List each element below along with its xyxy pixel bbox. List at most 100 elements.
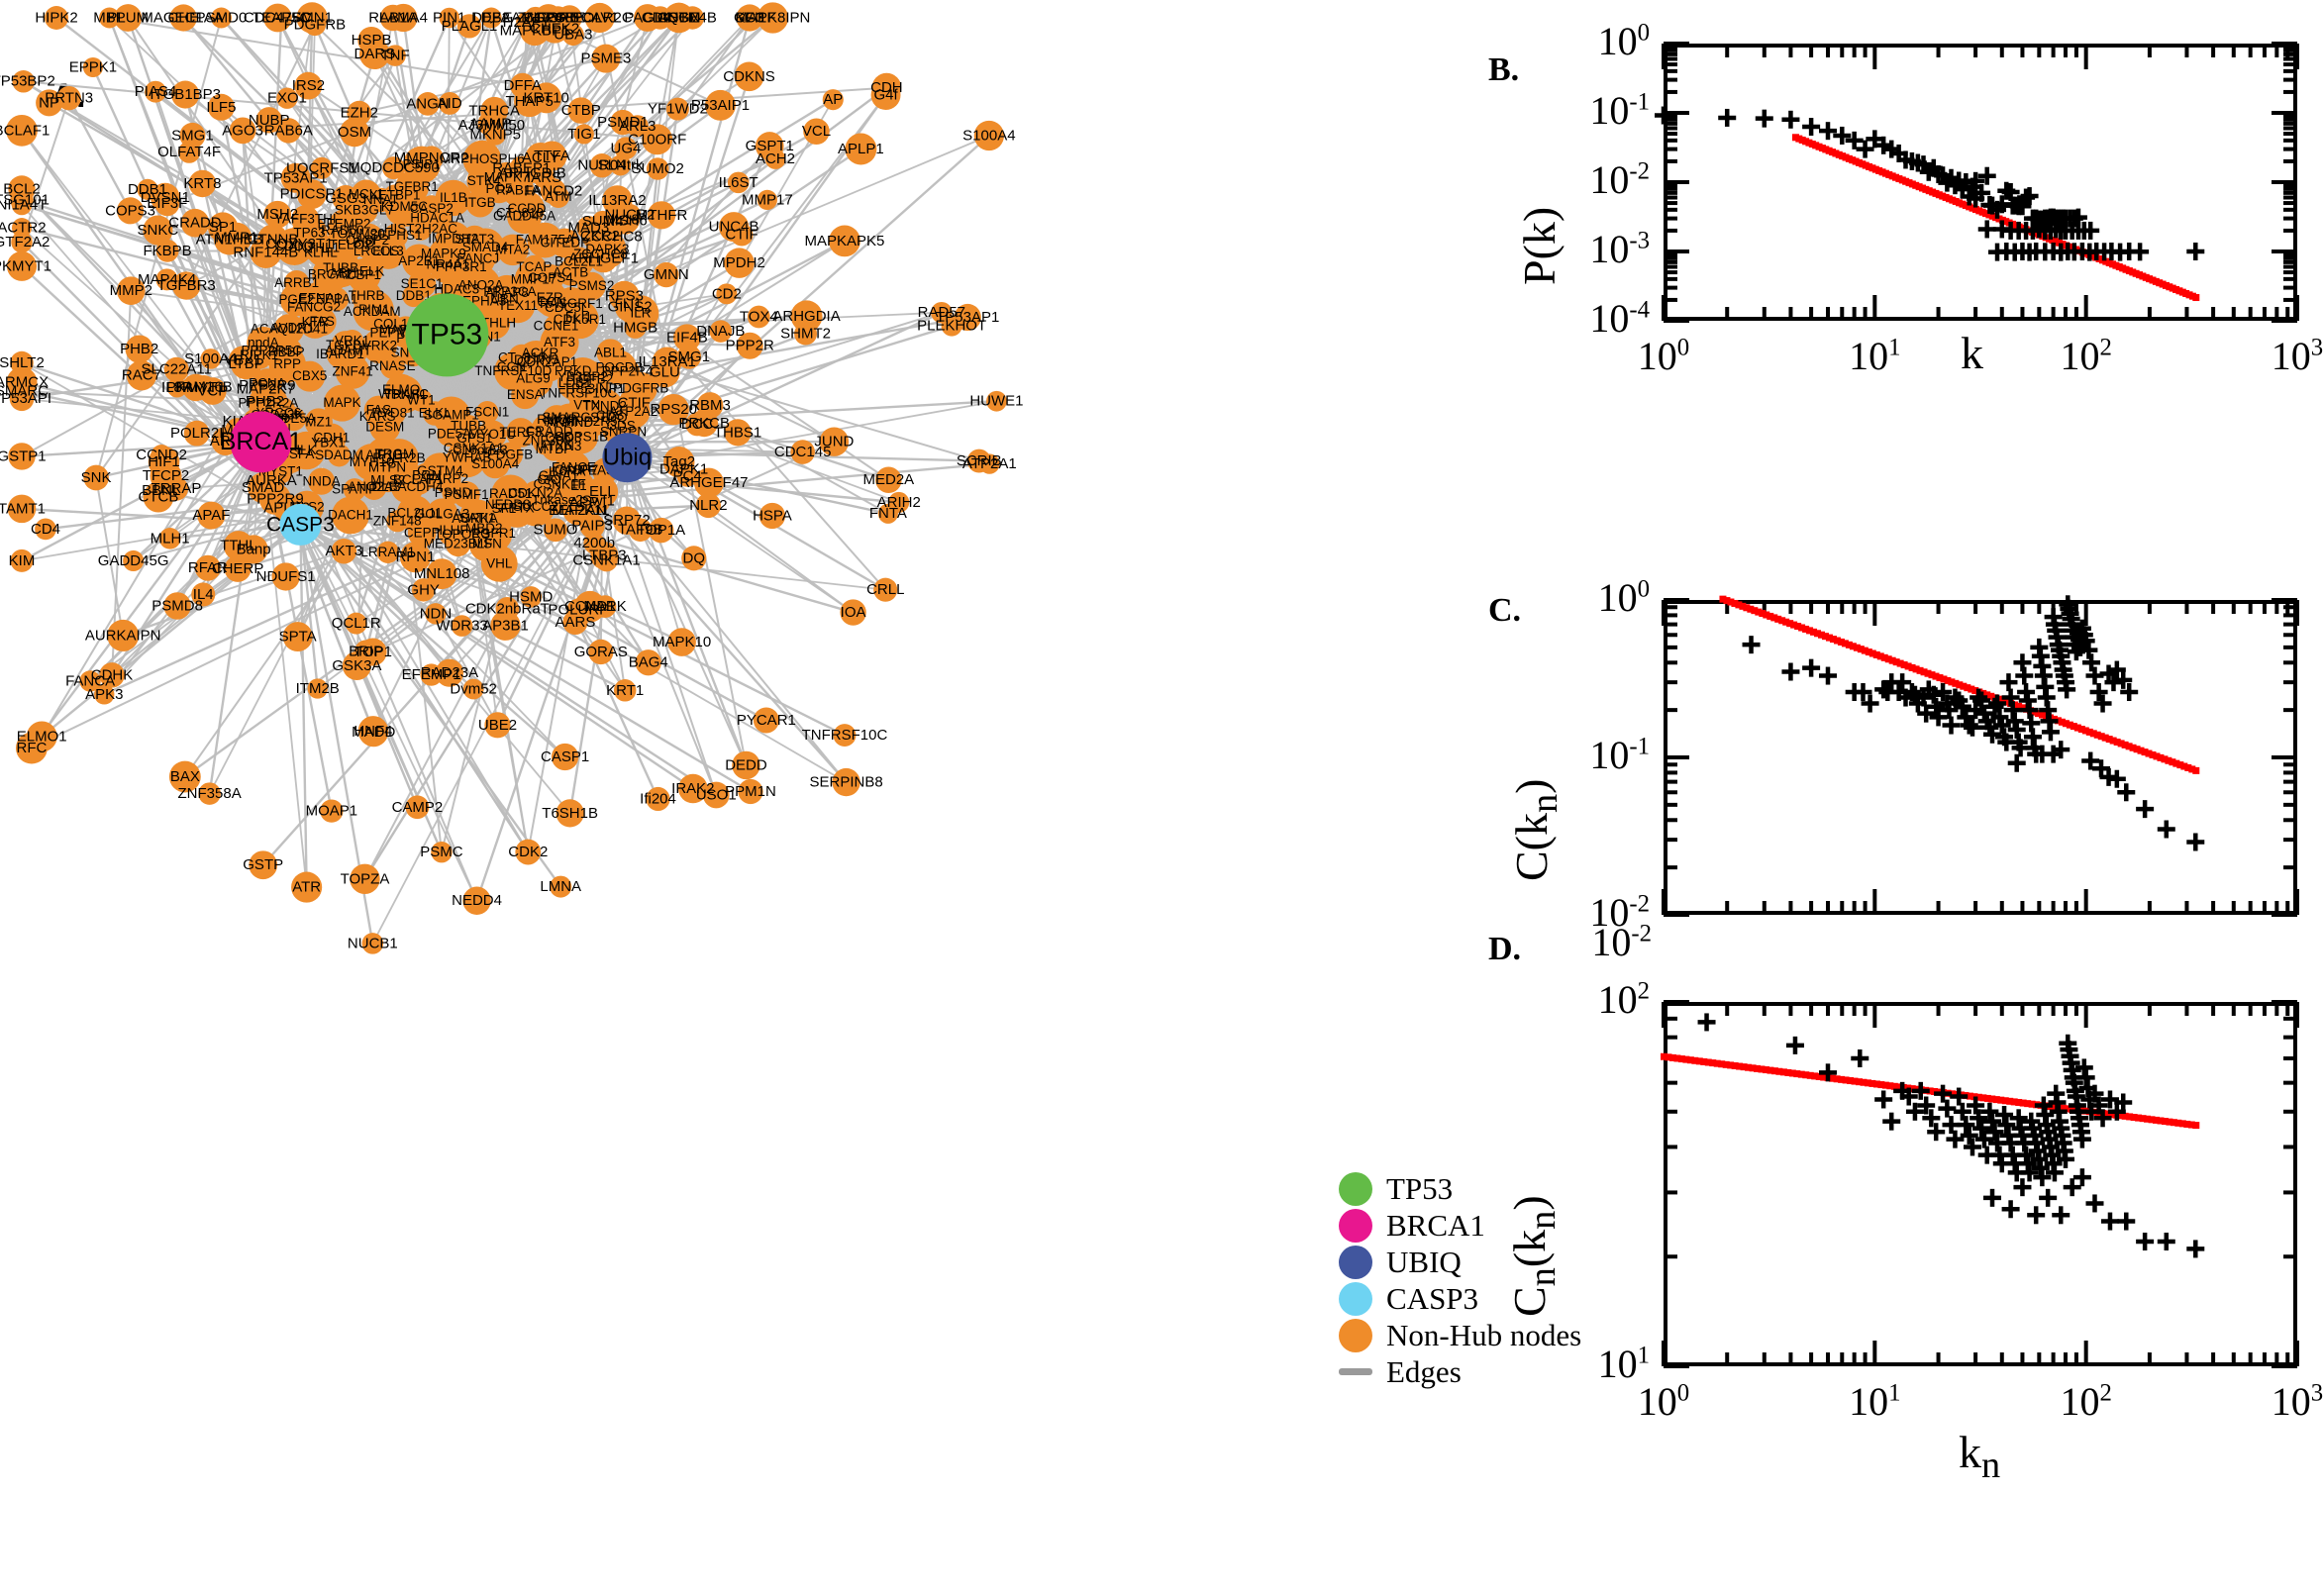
network-node[interactable] — [382, 156, 405, 180]
network-node[interactable] — [117, 197, 145, 225]
network-node[interactable] — [648, 517, 674, 544]
network-node[interactable] — [191, 582, 216, 607]
network-node[interactable] — [578, 373, 610, 405]
network-node[interactable] — [183, 420, 210, 447]
network-node[interactable] — [198, 782, 221, 805]
network-node[interactable] — [36, 89, 63, 117]
network-node[interactable] — [332, 496, 369, 535]
network-node[interactable] — [510, 72, 536, 99]
network-node[interactable] — [7, 494, 37, 524]
hub-node-ubiq[interactable] — [602, 433, 653, 483]
network-node[interactable] — [363, 395, 394, 426]
network-node[interactable] — [416, 92, 440, 116]
network-node[interactable] — [158, 527, 181, 549]
network-node[interactable] — [10, 549, 34, 572]
network-node[interactable] — [520, 586, 543, 608]
network-node[interactable] — [870, 80, 901, 110]
network-node[interactable] — [357, 26, 385, 54]
network-node[interactable] — [716, 283, 738, 305]
network-node[interactable] — [705, 89, 736, 121]
network-node[interactable] — [307, 678, 328, 699]
network-node[interactable] — [544, 518, 567, 543]
network-node[interactable] — [179, 122, 206, 149]
network-node[interactable] — [56, 85, 81, 111]
network-node[interactable] — [224, 555, 252, 582]
network-node[interactable] — [323, 384, 360, 422]
network-node[interactable] — [584, 2, 615, 34]
hub-node-casp3[interactable] — [279, 503, 322, 546]
network-node[interactable] — [673, 324, 701, 351]
network-node[interactable] — [163, 592, 191, 620]
network-node[interactable] — [425, 603, 447, 625]
network-node[interactable] — [610, 154, 632, 176]
network-node[interactable] — [308, 467, 336, 495]
network-node[interactable] — [612, 506, 642, 535]
network-node[interactable] — [255, 107, 282, 134]
network-node[interactable] — [494, 351, 533, 391]
network-node[interactable] — [456, 414, 480, 438]
network-node[interactable] — [409, 218, 433, 241]
network-node[interactable] — [475, 401, 499, 424]
network-node[interactable] — [832, 767, 860, 797]
network-node[interactable] — [263, 200, 292, 229]
network-node[interactable] — [755, 132, 784, 160]
network-node[interactable] — [531, 82, 562, 114]
network-node[interactable] — [253, 372, 280, 399]
network-node[interactable] — [431, 842, 453, 863]
network-node[interactable] — [573, 124, 594, 145]
network-node[interactable] — [480, 7, 502, 29]
network-node[interactable] — [270, 7, 292, 29]
network-node[interactable] — [663, 2, 695, 34]
network-node[interactable] — [180, 208, 210, 238]
network-node[interactable] — [358, 638, 387, 666]
network-node[interactable] — [361, 329, 397, 364]
network-node[interactable] — [426, 558, 457, 590]
network-node[interactable] — [402, 146, 441, 184]
network-node[interactable] — [702, 781, 730, 809]
network-node[interactable] — [79, 670, 101, 692]
network-node[interactable] — [709, 320, 733, 343]
network-node[interactable] — [6, 250, 38, 281]
network-node[interactable] — [562, 610, 588, 636]
network-node[interactable] — [736, 332, 763, 359]
network-node[interactable] — [803, 118, 830, 145]
network-node[interactable] — [678, 773, 708, 804]
network-node[interactable] — [155, 239, 179, 262]
network-node[interactable] — [497, 234, 529, 266]
network-node[interactable] — [614, 137, 638, 160]
network-node[interactable] — [361, 933, 384, 954]
network-node[interactable] — [249, 850, 278, 880]
network-node[interactable] — [497, 442, 524, 468]
network-node[interactable] — [657, 393, 689, 426]
network-node[interactable] — [409, 388, 433, 412]
network-node[interactable] — [507, 199, 543, 235]
network-node[interactable] — [567, 97, 595, 124]
network-node[interactable] — [551, 743, 579, 771]
network-node[interactable] — [188, 169, 217, 198]
network-node[interactable] — [685, 412, 709, 437]
network-node[interactable] — [83, 464, 109, 491]
network-node[interactable] — [646, 157, 669, 180]
network-node[interactable] — [137, 178, 158, 200]
network-node[interactable] — [468, 526, 505, 562]
network-node[interactable] — [353, 444, 391, 481]
network-node[interactable] — [875, 466, 902, 493]
network-node[interactable] — [590, 542, 619, 570]
network-node[interactable] — [547, 433, 574, 460]
network-node[interactable] — [166, 377, 187, 398]
network-node[interactable] — [593, 595, 617, 618]
network-node[interactable] — [376, 541, 399, 564]
network-node[interactable] — [888, 491, 910, 513]
network-node[interactable] — [822, 89, 844, 111]
network-node[interactable] — [310, 156, 333, 179]
network-node[interactable] — [331, 538, 357, 564]
network-node[interactable] — [540, 178, 566, 204]
network-node[interactable] — [622, 295, 659, 332]
network-node[interactable] — [426, 498, 458, 531]
network-node[interactable] — [411, 578, 436, 602]
network-node[interactable] — [462, 678, 484, 700]
network-node[interactable] — [488, 274, 526, 312]
network-node[interactable] — [695, 492, 722, 519]
network-node[interactable] — [211, 7, 232, 29]
network-node[interactable] — [341, 218, 373, 250]
